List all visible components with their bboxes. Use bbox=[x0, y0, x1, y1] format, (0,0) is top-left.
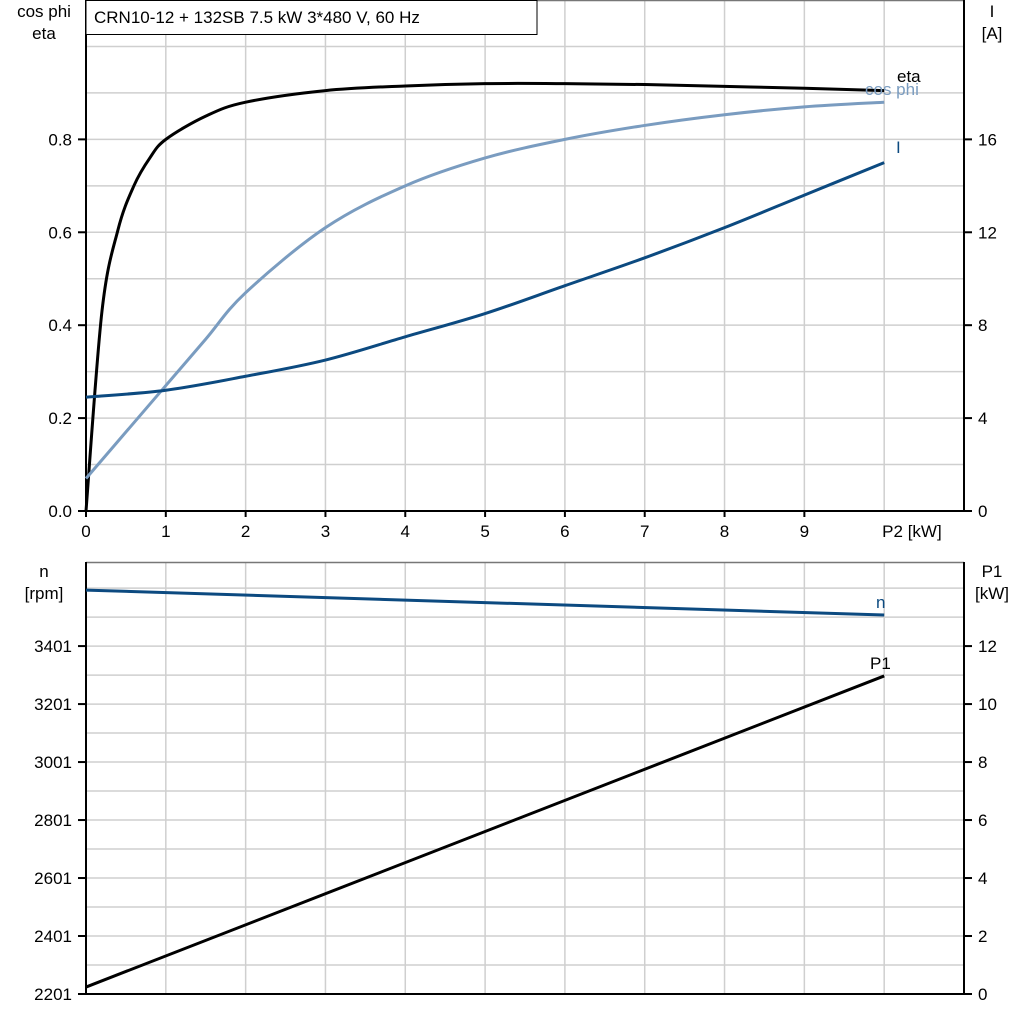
series-label-I: I bbox=[896, 138, 901, 157]
y-right-tick-label: 2 bbox=[978, 927, 987, 946]
y-right-tick-label: 10 bbox=[978, 695, 997, 714]
y-left-tick-label: 3001 bbox=[34, 753, 72, 772]
y-left-tick-label: 0.4 bbox=[48, 316, 72, 335]
y-right-axis-label: [kW] bbox=[975, 584, 1009, 603]
x-tick-label: 0 bbox=[81, 522, 90, 541]
y-left-tick-label: 2801 bbox=[34, 811, 72, 830]
y-left-tick-label: 2201 bbox=[34, 985, 72, 1004]
series-line-P1 bbox=[85, 674, 885, 989]
y-left-tick-label: 3401 bbox=[34, 637, 72, 656]
y-left-tick-label: 0.2 bbox=[48, 409, 72, 428]
chart-title: CRN10-12 + 132SB 7.5 kW 3*480 V, 60 Hz bbox=[94, 8, 420, 27]
series-line-eta bbox=[84, 81, 885, 512]
y-right-axis-label: P1 bbox=[982, 562, 1003, 581]
x-tick-label: 8 bbox=[720, 522, 729, 541]
y-left-axis-label: n bbox=[39, 562, 48, 581]
y-left-tick-label: 2401 bbox=[34, 927, 72, 946]
y-right-tick-label: 4 bbox=[978, 869, 987, 888]
x-tick-label: 5 bbox=[480, 522, 489, 541]
x-tick-label: 3 bbox=[321, 522, 330, 541]
series-line-I bbox=[85, 161, 885, 399]
series-line-cos-phi bbox=[84, 100, 885, 480]
chart-panel-1: 2201 2401 2601 2801 3001 3201 3401 0 2 4 6 8 10 12 n [r… bbox=[25, 561, 1009, 1004]
x-tick-label: 2 bbox=[241, 522, 250, 541]
x-tick-label: 6 bbox=[560, 522, 569, 541]
y-right-tick-label: 4 bbox=[978, 409, 987, 428]
y-right-tick-label: 16 bbox=[978, 130, 997, 149]
x-tick-label: 7 bbox=[640, 522, 649, 541]
y-right-axis-label: I bbox=[990, 2, 995, 21]
y-right-tick-label: 0 bbox=[978, 502, 987, 521]
y-left-axis-label: [rpm] bbox=[25, 584, 64, 603]
y-right-tick-label: 12 bbox=[978, 223, 997, 242]
x-tick-label: 9 bbox=[800, 522, 809, 541]
y-right-axis-label: [A] bbox=[982, 24, 1003, 43]
y-right-tick-label: 12 bbox=[978, 637, 997, 656]
y-left-tick-label: 3201 bbox=[34, 695, 72, 714]
x-tick-label: 4 bbox=[401, 522, 410, 541]
x-axis-label: P2 [kW] bbox=[882, 522, 942, 541]
series-label-n: n bbox=[876, 593, 885, 612]
y-left-axis-label: cos phi bbox=[17, 2, 71, 21]
y-left-tick-label: 0.6 bbox=[48, 223, 72, 242]
series-line-n bbox=[85, 588, 885, 617]
y-right-tick-label: 8 bbox=[978, 753, 987, 772]
y-left-tick-label: 2601 bbox=[34, 869, 72, 888]
y-right-tick-label: 8 bbox=[978, 316, 987, 335]
y-left-axis-label: eta bbox=[32, 24, 56, 43]
y-left-tick-label: 0.0 bbox=[48, 502, 72, 521]
y-right-tick-label: 6 bbox=[978, 811, 987, 830]
series-label-cos-phi: cos phi bbox=[865, 80, 919, 99]
chart-title-box bbox=[85, 0, 538, 35]
series-label-P1: P1 bbox=[870, 654, 891, 673]
y-right-tick-label: 0 bbox=[978, 985, 987, 1004]
y-left-tick-label: 0.8 bbox=[48, 130, 72, 149]
series-label-eta: eta bbox=[897, 67, 921, 86]
x-tick-label: 1 bbox=[161, 522, 170, 541]
